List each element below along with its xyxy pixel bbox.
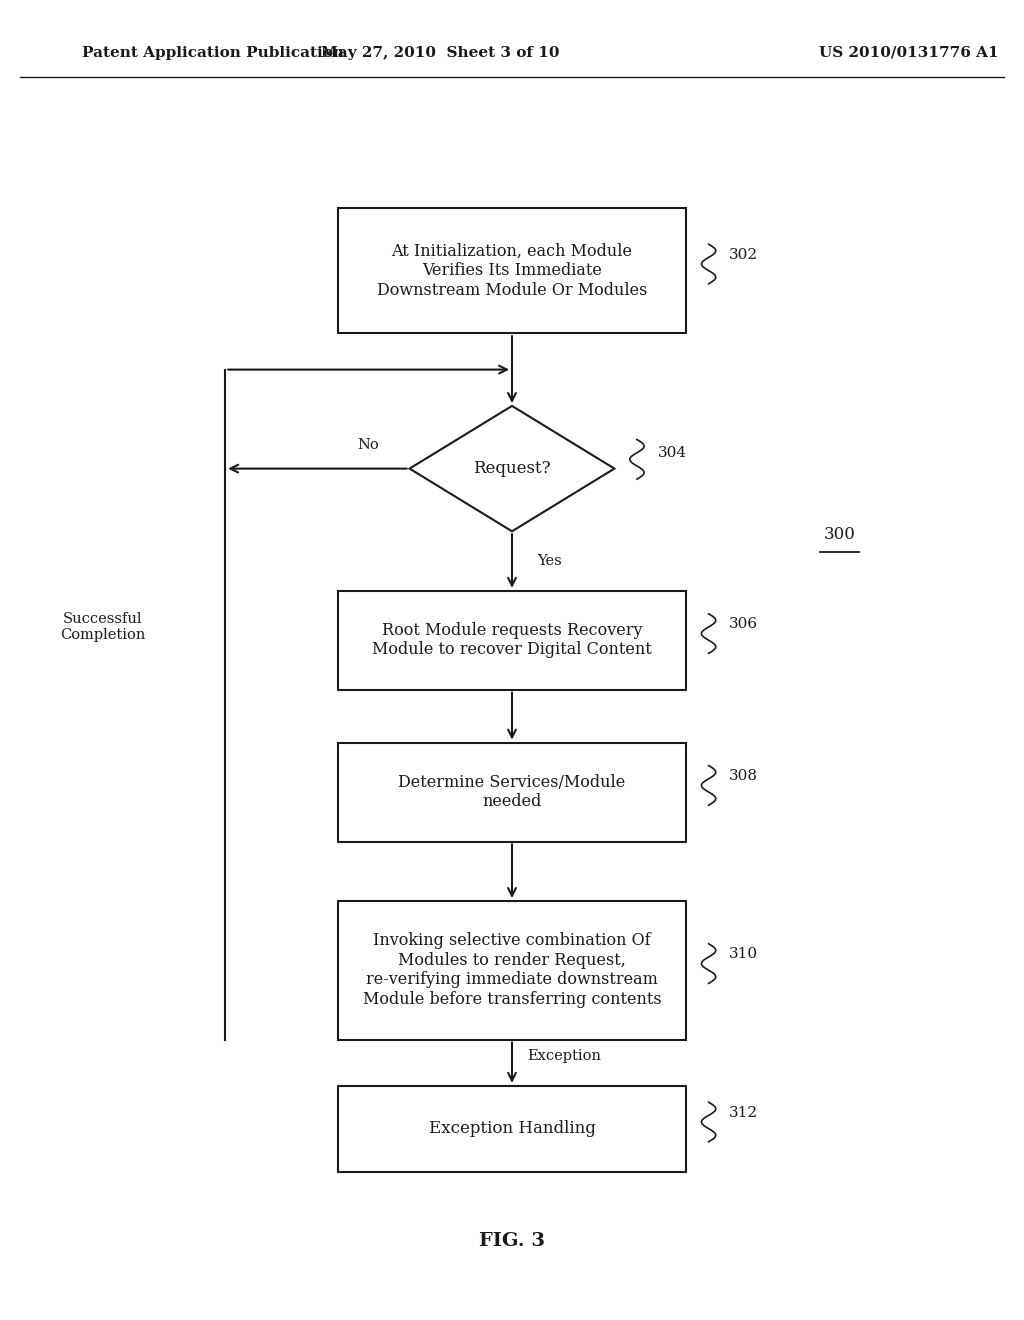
Bar [338, 742, 686, 842]
Bar [338, 900, 686, 1040]
Bar [338, 1085, 686, 1172]
Text: 304: 304 [657, 446, 686, 459]
Text: FIG. 3: FIG. 3 [479, 1232, 545, 1250]
Text: 306: 306 [729, 618, 758, 631]
Text: At Initialization, each Module
Verifies Its Immediate
Downstream Module Or Modul: At Initialization, each Module Verifies … [377, 243, 647, 298]
Text: No: No [357, 438, 379, 451]
Text: Yes: Yes [538, 554, 562, 568]
Text: Determine Services/Module
needed: Determine Services/Module needed [398, 774, 626, 810]
Text: May 27, 2010  Sheet 3 of 10: May 27, 2010 Sheet 3 of 10 [322, 46, 559, 59]
Text: Request?: Request? [473, 461, 551, 477]
Polygon shape [410, 407, 614, 531]
Bar [338, 591, 686, 689]
Text: Exception: Exception [527, 1049, 601, 1063]
Text: Successful
Completion: Successful Completion [59, 612, 145, 642]
Text: Exception Handling: Exception Handling [429, 1121, 595, 1137]
Text: 310: 310 [729, 948, 758, 961]
Bar [338, 209, 686, 333]
Text: 312: 312 [729, 1106, 758, 1119]
Text: 300: 300 [823, 527, 856, 543]
Text: Invoking selective combination Of
Modules to render Request,
re-verifying immedi: Invoking selective combination Of Module… [362, 932, 662, 1008]
Text: 302: 302 [729, 248, 758, 261]
Text: Patent Application Publication: Patent Application Publication [82, 46, 344, 59]
Text: 308: 308 [729, 770, 758, 783]
Text: US 2010/0131776 A1: US 2010/0131776 A1 [819, 46, 998, 59]
Text: Root Module requests Recovery
Module to recover Digital Content: Root Module requests Recovery Module to … [372, 622, 652, 659]
